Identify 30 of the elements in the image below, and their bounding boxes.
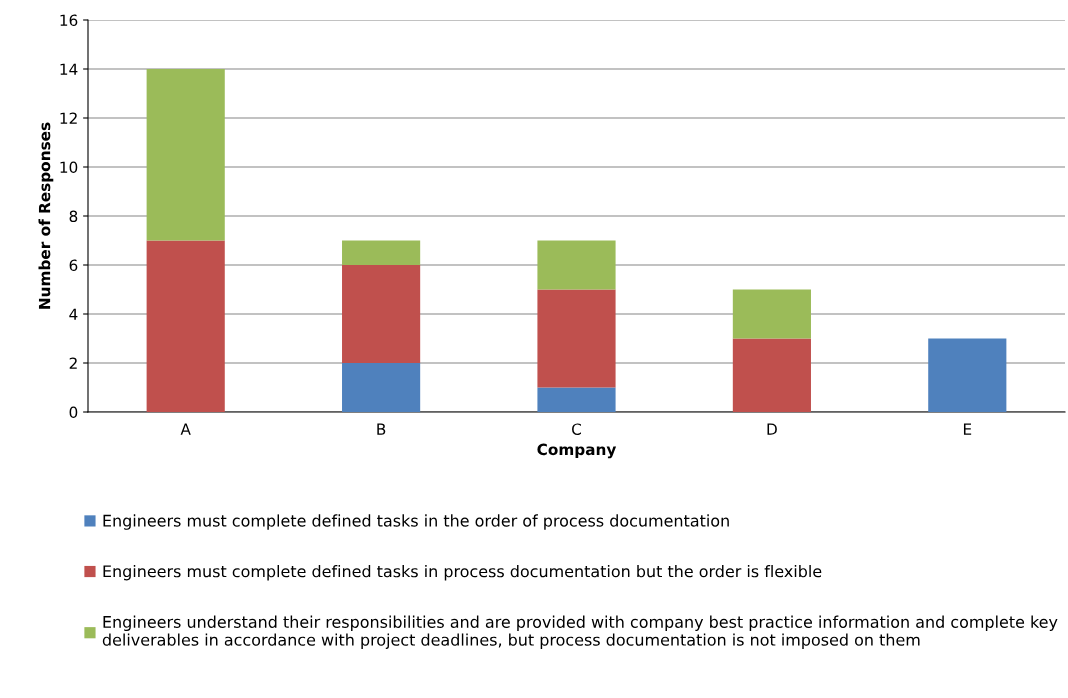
x-tick-label: B: [377, 423, 386, 435]
y-tick-label: 4: [69, 308, 78, 320]
bar: [928, 338, 1007, 412]
bar: [342, 265, 421, 363]
legend-label: Engineers must complete defined tasks in process documentation but the order is flexible: [103, 564, 822, 581]
y-tick-label: 14: [60, 63, 78, 75]
bar: [537, 387, 616, 412]
y-tick-label: 2: [69, 357, 77, 369]
y-tick-label: 8: [69, 210, 78, 223]
x-tick-label: A: [180, 423, 191, 435]
bar: [537, 240, 616, 290]
legend-label: Engineers understand their responsibilities and are provided with company best practice information and complete key deliverables in accordance with project deadlines, but process documentation is not imposed on them: [102, 615, 1058, 649]
x-tick-label: E: [963, 423, 972, 435]
bar: [537, 289, 616, 388]
y-tick-label: 0: [69, 406, 78, 419]
y-tick-label: 12: [60, 112, 77, 124]
y-tick-label: 16: [60, 14, 78, 27]
bar: [146, 240, 225, 412]
bar: [732, 338, 811, 412]
x-tick-label: C: [572, 423, 582, 435]
x-axis-title: Company: [537, 443, 617, 459]
bar: [342, 363, 421, 412]
y-axis-title: Number of Responses: [38, 122, 54, 309]
y-tick-label: 10: [60, 161, 78, 174]
bar: [146, 69, 225, 241]
legend-label: Engineers must complete defined tasks in the order of process documentation: [103, 514, 729, 530]
y-tick-label: 6: [69, 259, 78, 272]
bar: [342, 240, 421, 265]
bar: [732, 289, 811, 339]
x-tick-label: D: [767, 423, 777, 435]
